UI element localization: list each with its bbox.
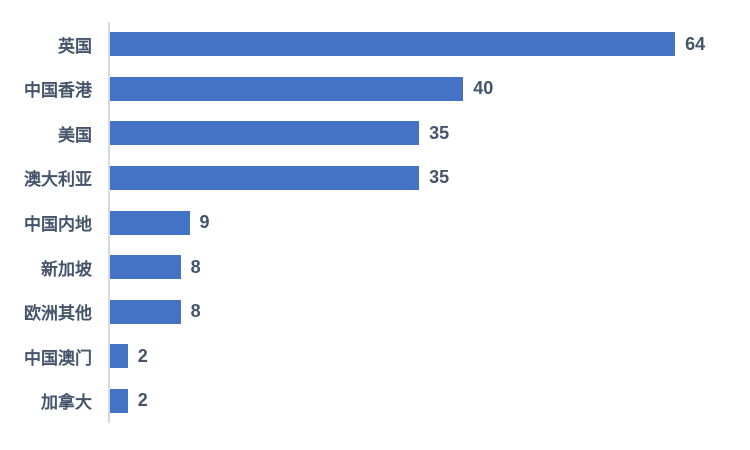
value-label: 64 — [685, 33, 706, 54]
chart-row: 加拿大 2 — [0, 378, 750, 424]
value-label: 2 — [137, 390, 148, 411]
category-label: 英国 — [58, 36, 92, 56]
category-label: 中国澳门 — [24, 348, 92, 368]
chart-row: 英国 64 — [0, 22, 750, 67]
category-label: 欧洲其他 — [24, 304, 92, 324]
value-label: 35 — [429, 167, 450, 188]
chart-row: 中国内地 9 — [0, 200, 750, 245]
chart-row: 欧洲其他 8 — [0, 289, 750, 334]
bar — [110, 32, 676, 57]
bar — [110, 76, 464, 101]
bar — [110, 210, 190, 235]
category-label: 中国内地 — [24, 215, 92, 235]
chart-row: 新加坡 8 — [0, 244, 750, 290]
row-plot-area: 35 — [108, 111, 750, 156]
category-label: 澳大利亚 — [24, 170, 92, 190]
row-plot-area: 8 — [108, 244, 750, 290]
bar — [110, 344, 128, 369]
category-label: 美国 — [58, 125, 92, 145]
bar — [110, 165, 420, 190]
category-label: 新加坡 — [41, 259, 92, 279]
bar — [110, 255, 181, 280]
value-label: 35 — [429, 122, 450, 143]
row-plot-area: 2 — [108, 378, 750, 424]
row-plot-area: 8 — [108, 289, 750, 334]
row-plot-area: 35 — [108, 155, 750, 201]
value-label: 9 — [199, 212, 210, 233]
chart-row: 中国香港 40 — [0, 66, 750, 112]
row-plot-area: 9 — [108, 200, 750, 245]
row-plot-area: 64 — [108, 22, 750, 67]
category-label: 加拿大 — [41, 393, 92, 413]
value-label: 2 — [137, 345, 148, 366]
chart-plot-area: 英国 64 中国香港 40 美国 35 澳大利亚 35 中国内地 9 新加坡 8 欧洲其他 8 中国澳门 2 加… — [0, 22, 750, 424]
value-label: 8 — [190, 256, 201, 277]
chart-row: 澳大利亚 35 — [0, 155, 750, 201]
chart-row: 美国 35 — [0, 111, 750, 156]
value-label: 8 — [190, 301, 201, 322]
row-plot-area: 2 — [108, 333, 750, 379]
category-label: 中国香港 — [24, 81, 92, 101]
bar — [110, 388, 128, 413]
row-plot-area: 40 — [108, 66, 750, 112]
bar — [110, 299, 181, 324]
bar — [110, 121, 420, 146]
value-label: 40 — [473, 78, 494, 99]
chart-row: 中国澳门 2 — [0, 333, 750, 379]
